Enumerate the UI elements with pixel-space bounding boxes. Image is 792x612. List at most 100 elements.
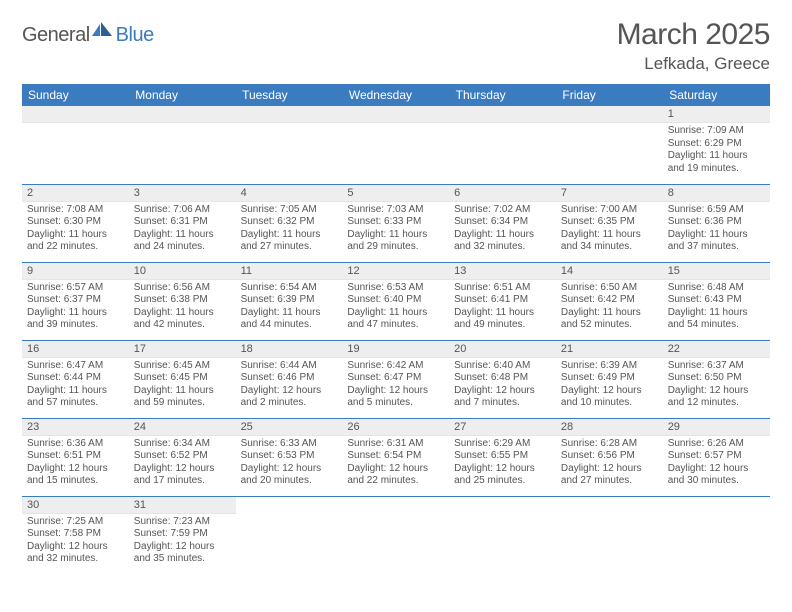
day-line: Sunset: 6:51 PM bbox=[27, 450, 124, 463]
day-header-row: Sunday Monday Tuesday Wednesday Thursday… bbox=[22, 84, 770, 106]
calendar-cell: 6Sunrise: 7:02 AMSunset: 6:34 PMDaylight… bbox=[449, 184, 556, 262]
calendar-cell bbox=[663, 496, 770, 574]
day-line: and 52 minutes. bbox=[561, 319, 658, 332]
day-line: Daylight: 11 hours bbox=[347, 307, 444, 320]
day-number: 1 bbox=[663, 106, 770, 123]
day-line: Sunrise: 7:25 AM bbox=[27, 516, 124, 529]
day-number: 22 bbox=[663, 341, 770, 358]
calendar-cell: 24Sunrise: 6:34 AMSunset: 6:52 PMDayligh… bbox=[129, 418, 236, 496]
day-number: 24 bbox=[129, 419, 236, 436]
day-line: Daylight: 12 hours bbox=[27, 463, 124, 476]
day-line: and 17 minutes. bbox=[134, 475, 231, 488]
day-line: Sunrise: 6:42 AM bbox=[347, 360, 444, 373]
day-details: Sunrise: 7:02 AMSunset: 6:34 PMDaylight:… bbox=[449, 202, 556, 257]
day-line: Daylight: 11 hours bbox=[454, 307, 551, 320]
day-line: Sunset: 6:46 PM bbox=[241, 372, 338, 385]
day-number: 9 bbox=[22, 263, 129, 280]
day-header: Sunday bbox=[22, 84, 129, 106]
day-line: Sunrise: 6:45 AM bbox=[134, 360, 231, 373]
day-details: Sunrise: 7:09 AMSunset: 6:29 PMDaylight:… bbox=[663, 123, 770, 178]
calendar-cell: 13Sunrise: 6:51 AMSunset: 6:41 PMDayligh… bbox=[449, 262, 556, 340]
day-details: Sunrise: 7:23 AMSunset: 7:59 PMDaylight:… bbox=[129, 514, 236, 569]
brand-logo: General Blue bbox=[22, 18, 154, 49]
day-line: Sunrise: 6:51 AM bbox=[454, 282, 551, 295]
day-line: Sunrise: 6:48 AM bbox=[668, 282, 765, 295]
day-line: Daylight: 12 hours bbox=[561, 463, 658, 476]
day-header: Friday bbox=[556, 84, 663, 106]
day-line: and 42 minutes. bbox=[134, 319, 231, 332]
day-details: Sunrise: 6:44 AMSunset: 6:46 PMDaylight:… bbox=[236, 358, 343, 413]
day-details: Sunrise: 6:42 AMSunset: 6:47 PMDaylight:… bbox=[342, 358, 449, 413]
day-details: Sunrise: 6:45 AMSunset: 6:45 PMDaylight:… bbox=[129, 358, 236, 413]
day-line: Sunrise: 7:23 AM bbox=[134, 516, 231, 529]
day-line: Sunrise: 6:50 AM bbox=[561, 282, 658, 295]
day-line: Sunrise: 6:40 AM bbox=[454, 360, 551, 373]
day-line: Sunset: 7:58 PM bbox=[27, 528, 124, 541]
day-details: Sunrise: 7:25 AMSunset: 7:58 PMDaylight:… bbox=[22, 514, 129, 569]
day-line: Sunrise: 7:08 AM bbox=[27, 204, 124, 217]
calendar-cell bbox=[236, 106, 343, 184]
day-line: Sunset: 6:29 PM bbox=[668, 138, 765, 151]
day-line: Daylight: 11 hours bbox=[668, 229, 765, 242]
calendar-cell: 11Sunrise: 6:54 AMSunset: 6:39 PMDayligh… bbox=[236, 262, 343, 340]
day-details: Sunrise: 6:48 AMSunset: 6:43 PMDaylight:… bbox=[663, 280, 770, 335]
day-details: Sunrise: 6:26 AMSunset: 6:57 PMDaylight:… bbox=[663, 436, 770, 491]
day-line: Sunrise: 6:59 AM bbox=[668, 204, 765, 217]
day-number-empty bbox=[129, 106, 236, 123]
day-details: Sunrise: 7:05 AMSunset: 6:32 PMDaylight:… bbox=[236, 202, 343, 257]
day-line: Daylight: 11 hours bbox=[668, 150, 765, 163]
calendar-cell: 25Sunrise: 6:33 AMSunset: 6:53 PMDayligh… bbox=[236, 418, 343, 496]
day-details: Sunrise: 6:40 AMSunset: 6:48 PMDaylight:… bbox=[449, 358, 556, 413]
day-line: Sunrise: 6:29 AM bbox=[454, 438, 551, 451]
day-line: Daylight: 12 hours bbox=[454, 385, 551, 398]
day-line: Sunset: 6:33 PM bbox=[347, 216, 444, 229]
day-line: Daylight: 11 hours bbox=[668, 307, 765, 320]
calendar-cell: 19Sunrise: 6:42 AMSunset: 6:47 PMDayligh… bbox=[342, 340, 449, 418]
calendar-cell: 16Sunrise: 6:47 AMSunset: 6:44 PMDayligh… bbox=[22, 340, 129, 418]
day-number: 18 bbox=[236, 341, 343, 358]
day-number-empty bbox=[449, 106, 556, 123]
day-line: and 32 minutes. bbox=[454, 241, 551, 254]
day-details: Sunrise: 6:34 AMSunset: 6:52 PMDaylight:… bbox=[129, 436, 236, 491]
day-number: 26 bbox=[342, 419, 449, 436]
calendar-cell: 31Sunrise: 7:23 AMSunset: 7:59 PMDayligh… bbox=[129, 496, 236, 574]
day-line: Daylight: 12 hours bbox=[454, 463, 551, 476]
day-number: 6 bbox=[449, 185, 556, 202]
day-line: Sunrise: 6:34 AM bbox=[134, 438, 231, 451]
day-details: Sunrise: 6:50 AMSunset: 6:42 PMDaylight:… bbox=[556, 280, 663, 335]
day-details: Sunrise: 6:33 AMSunset: 6:53 PMDaylight:… bbox=[236, 436, 343, 491]
day-line: Sunset: 6:56 PM bbox=[561, 450, 658, 463]
calendar-cell: 15Sunrise: 6:48 AMSunset: 6:43 PMDayligh… bbox=[663, 262, 770, 340]
day-line: Sunrise: 6:56 AM bbox=[134, 282, 231, 295]
day-line: Daylight: 11 hours bbox=[241, 229, 338, 242]
day-number: 27 bbox=[449, 419, 556, 436]
day-number: 8 bbox=[663, 185, 770, 202]
day-line: Sunrise: 6:44 AM bbox=[241, 360, 338, 373]
day-number: 29 bbox=[663, 419, 770, 436]
day-line: Daylight: 12 hours bbox=[668, 463, 765, 476]
calendar-cell bbox=[342, 106, 449, 184]
day-line: Sunrise: 6:31 AM bbox=[347, 438, 444, 451]
day-line: Sunset: 6:42 PM bbox=[561, 294, 658, 307]
calendar-cell bbox=[449, 106, 556, 184]
day-line: Sunset: 6:36 PM bbox=[668, 216, 765, 229]
day-line: Daylight: 11 hours bbox=[347, 229, 444, 242]
day-line: Daylight: 11 hours bbox=[561, 229, 658, 242]
calendar-week: 1Sunrise: 7:09 AMSunset: 6:29 PMDaylight… bbox=[22, 106, 770, 184]
day-number: 25 bbox=[236, 419, 343, 436]
day-line: Sunset: 6:45 PM bbox=[134, 372, 231, 385]
day-line: and 29 minutes. bbox=[347, 241, 444, 254]
calendar-cell: 9Sunrise: 6:57 AMSunset: 6:37 PMDaylight… bbox=[22, 262, 129, 340]
calendar-cell: 27Sunrise: 6:29 AMSunset: 6:55 PMDayligh… bbox=[449, 418, 556, 496]
day-line: and 22 minutes. bbox=[347, 475, 444, 488]
day-number: 2 bbox=[22, 185, 129, 202]
calendar-cell: 28Sunrise: 6:28 AMSunset: 6:56 PMDayligh… bbox=[556, 418, 663, 496]
day-line: Sunset: 6:41 PM bbox=[454, 294, 551, 307]
day-number: 17 bbox=[129, 341, 236, 358]
calendar-cell: 30Sunrise: 7:25 AMSunset: 7:58 PMDayligh… bbox=[22, 496, 129, 574]
calendar-week: 23Sunrise: 6:36 AMSunset: 6:51 PMDayligh… bbox=[22, 418, 770, 496]
day-line: Daylight: 12 hours bbox=[347, 385, 444, 398]
day-line: Sunset: 6:54 PM bbox=[347, 450, 444, 463]
day-line: and 39 minutes. bbox=[27, 319, 124, 332]
day-number: 28 bbox=[556, 419, 663, 436]
